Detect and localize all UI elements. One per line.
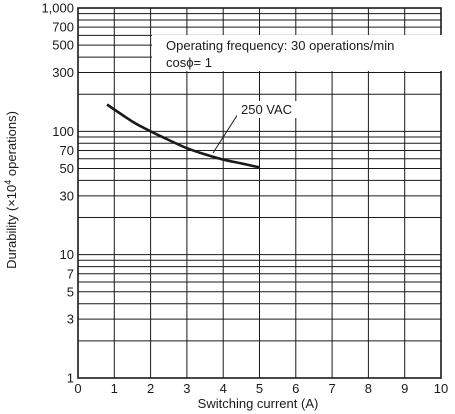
y-tick-label: 100: [52, 124, 74, 139]
y-tick-label: 3: [67, 312, 74, 327]
series-label-bg: [237, 101, 299, 118]
series-line-250vac: [106, 103, 260, 169]
annotation-box: [152, 35, 442, 71]
x-tick-label: 9: [401, 381, 408, 396]
y-tick-labels: 1 3 5 7 10 30 50 70 100 300 500 700 1,000: [41, 1, 74, 386]
y-tick-label: 30: [60, 188, 74, 203]
x-tick-label: 8: [365, 381, 372, 396]
y-tick-label: 50: [60, 161, 74, 176]
x-tick-label: 3: [183, 381, 190, 396]
x-tick-label: 7: [328, 381, 335, 396]
series-label: 250 VAC: [241, 102, 292, 117]
plot-frame: [77, 7, 442, 379]
series-label-leader: [212, 113, 239, 154]
y-tick-label: 300: [52, 65, 74, 80]
y-axis-title: Durability (×104 operations): [3, 111, 19, 269]
x-tick-label: 10: [434, 381, 448, 396]
x-tick-label: 2: [147, 381, 154, 396]
x-tick-label: 5: [256, 381, 263, 396]
y-tick-label: 10: [60, 247, 74, 262]
y-tick-label: 700: [52, 20, 74, 35]
y-tick-label: 70: [60, 143, 74, 158]
series-layer: [106, 103, 260, 169]
x-tick-label: 1: [111, 381, 118, 396]
y-tick-label: 500: [52, 38, 74, 53]
condition-line-1: Operating frequency: 30 operations/min: [166, 38, 394, 53]
x-tick-label: 0: [74, 381, 81, 396]
y-tick-label: 1,000: [41, 1, 74, 16]
x-tick-labels: 0 1 2 3 4 5 6 7 8 9 10: [74, 381, 448, 396]
y-tick-label: 1: [67, 371, 74, 386]
x-axis-title: Switching current (A): [198, 396, 319, 411]
y-tick-label: 7: [67, 266, 74, 281]
y-axis-title-tail: operations): [4, 111, 19, 180]
x-tick-label: 4: [220, 381, 227, 396]
y-axis-title-sup: 4: [3, 180, 13, 185]
y-axis-title-main: Durability (×10: [4, 185, 19, 269]
condition-line-2: cosϕ= 1: [166, 55, 212, 70]
x-tick-label: 6: [292, 381, 299, 396]
y-tick-label: 5: [67, 284, 74, 299]
